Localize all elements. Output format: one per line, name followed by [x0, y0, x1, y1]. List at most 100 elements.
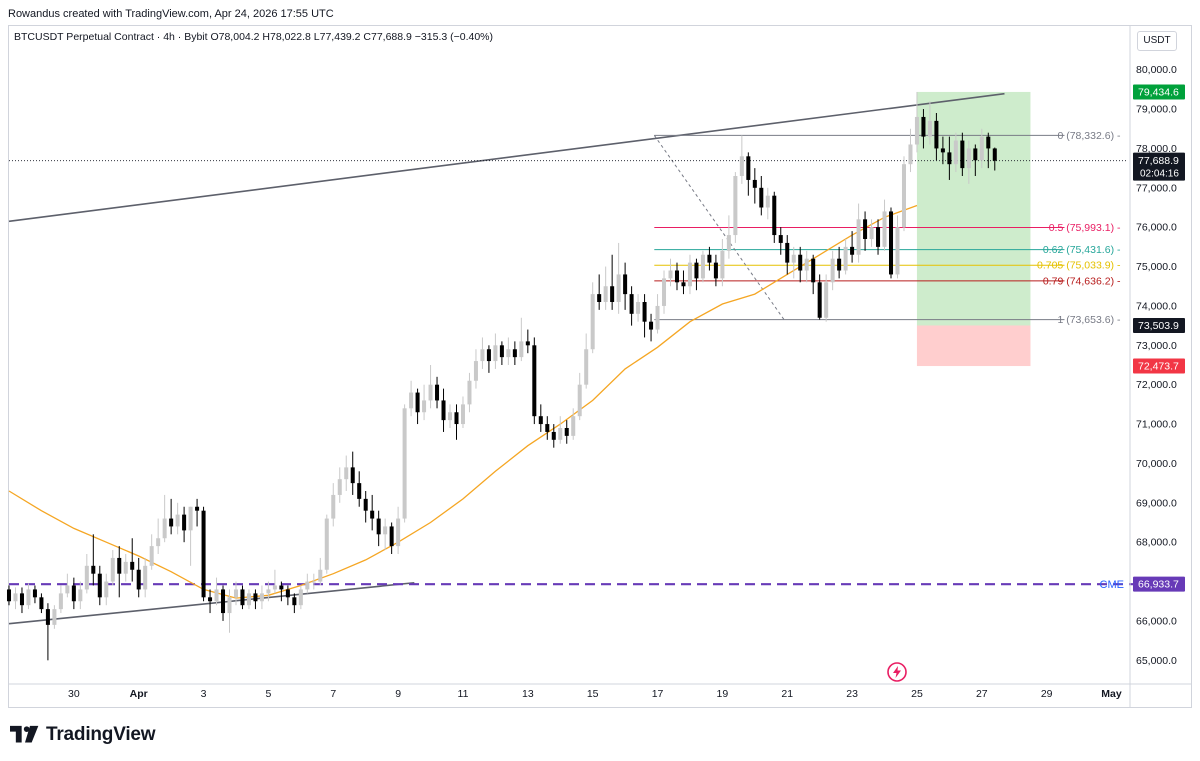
candle-body-131	[856, 219, 861, 255]
candle-body-31	[208, 597, 213, 602]
candle-body-149	[973, 148, 978, 161]
candle-body-8	[58, 593, 63, 610]
candle-body-19	[130, 561, 135, 570]
candle-body-10	[71, 585, 76, 602]
x-tick-label-16: May	[1101, 688, 1122, 700]
candle-body-15	[104, 581, 109, 598]
candle-body-73	[480, 349, 485, 362]
candle-body-91	[597, 294, 602, 302]
candle-body-136	[889, 211, 894, 275]
x-tick-label-8: 15	[587, 688, 599, 700]
fib-label-1: 0.5 (75,993.1) -	[1049, 222, 1121, 234]
candle-body-81	[532, 345, 537, 417]
y-tick-label-9: 71,000.0	[1136, 419, 1177, 431]
candle-body-3	[26, 589, 31, 606]
tradingview-wordmark: TradingView	[46, 724, 156, 745]
x-tick-label-10: 19	[717, 688, 729, 700]
candle-body-99	[649, 321, 654, 330]
candle-body-13	[91, 565, 96, 574]
candle-body-108	[707, 254, 712, 263]
candle-body-111	[726, 235, 731, 251]
x-tick-label-12: 23	[846, 688, 858, 700]
fib-label-3: 0.705 (75,033.9) -	[1037, 260, 1121, 272]
candle-body-102	[668, 270, 673, 279]
candle-body-56	[370, 510, 375, 519]
candle-body-21	[143, 565, 148, 590]
candle-body-42	[279, 585, 284, 590]
candle-body-46	[305, 581, 310, 590]
candle-body-140	[914, 116, 919, 145]
candle-body-18	[123, 561, 128, 574]
candle-body-79	[519, 341, 524, 358]
x-tick-label-15: 29	[1041, 688, 1053, 700]
candle-body-74	[486, 349, 491, 362]
take-profit-zone	[916, 91, 1031, 326]
candle-body-142	[927, 120, 932, 137]
candle-body-28	[188, 506, 193, 531]
y-tick-label-14: 66,000.0	[1136, 615, 1177, 627]
candle-body-95	[623, 274, 628, 295]
candle-body-2	[19, 593, 24, 606]
candle-body-24	[162, 518, 167, 539]
candle-body-34	[227, 597, 232, 614]
candle-body-98	[642, 302, 647, 322]
candle-body-82	[538, 416, 543, 425]
candle-body-86	[564, 428, 569, 436]
candle-body-145	[947, 152, 952, 165]
candle-body-75	[493, 345, 498, 362]
candle-body-87	[571, 416, 576, 436]
x-tick-label-11: 21	[781, 688, 793, 700]
candle-body-76	[499, 345, 504, 358]
candle-body-25	[169, 518, 174, 527]
lightning-icon[interactable]	[886, 661, 908, 683]
candle-body-17	[117, 557, 122, 574]
candle-body-47	[311, 581, 316, 583]
x-tick-label-7: 13	[522, 688, 534, 700]
candle-body-11	[78, 589, 83, 602]
stop-tag-text: 72,473.7	[1138, 361, 1179, 373]
candle-body-9	[65, 585, 70, 594]
candle-body-120	[785, 242, 790, 263]
y-tick-label-5: 75,000.0	[1136, 261, 1177, 273]
candle-body-89	[584, 349, 589, 385]
entry-tag-text: 73,503.9	[1138, 320, 1179, 332]
y-tick-label-6: 74,000.0	[1136, 300, 1177, 312]
candle-body-59	[389, 526, 394, 547]
candle-body-68	[447, 412, 453, 421]
candle-body-16	[110, 557, 115, 582]
countdown-text: 02:04:16	[1140, 169, 1179, 180]
candle-body-97	[636, 302, 641, 314]
candle-body-57	[376, 518, 381, 535]
candle-body-84	[551, 431, 556, 440]
candle-body-63	[415, 392, 420, 413]
take-profit-tag-bg	[1133, 84, 1185, 100]
candle-body-26	[175, 514, 180, 527]
y-tick-label-7: 73,000.0	[1136, 340, 1177, 352]
fib-label-5: 1 (73,653.6) -	[1057, 314, 1121, 326]
candle-body-39	[259, 593, 264, 602]
candle-body-88	[577, 384, 582, 417]
take-profit-tag-text: 79,434.6	[1138, 86, 1179, 98]
candle-body-66	[435, 384, 440, 401]
candle-body-85	[558, 428, 563, 440]
candle-body-54	[357, 483, 362, 499]
chart-credit: Rowandus created with TradingView.com, A…	[8, 8, 334, 20]
candle-body-29	[195, 506, 200, 511]
candle-body-55	[363, 498, 368, 511]
candle-body-116	[759, 187, 764, 208]
candle-body-123	[804, 258, 809, 271]
candle-body-45	[298, 589, 303, 606]
candle-body-0	[6, 589, 12, 602]
candle-body-128	[837, 258, 842, 271]
stop-tag-bg	[1133, 358, 1185, 374]
top-bar: Rowandus created with TradingView.com, A…	[0, 0, 1200, 28]
currency-unit-button[interactable]: USDT	[1137, 31, 1177, 51]
cme-tag-bg	[1133, 576, 1185, 592]
fib-label-2: 0.62 (75,431.6) -	[1043, 244, 1121, 256]
candle-body-52	[344, 467, 349, 480]
candle-body-127	[830, 258, 835, 283]
symbol-legend: BTCUSDT Perpetual Contract · 4h · Bybit …	[14, 31, 494, 43]
y-tick-label-4: 76,000.0	[1136, 222, 1177, 234]
candle-body-121	[791, 254, 796, 263]
